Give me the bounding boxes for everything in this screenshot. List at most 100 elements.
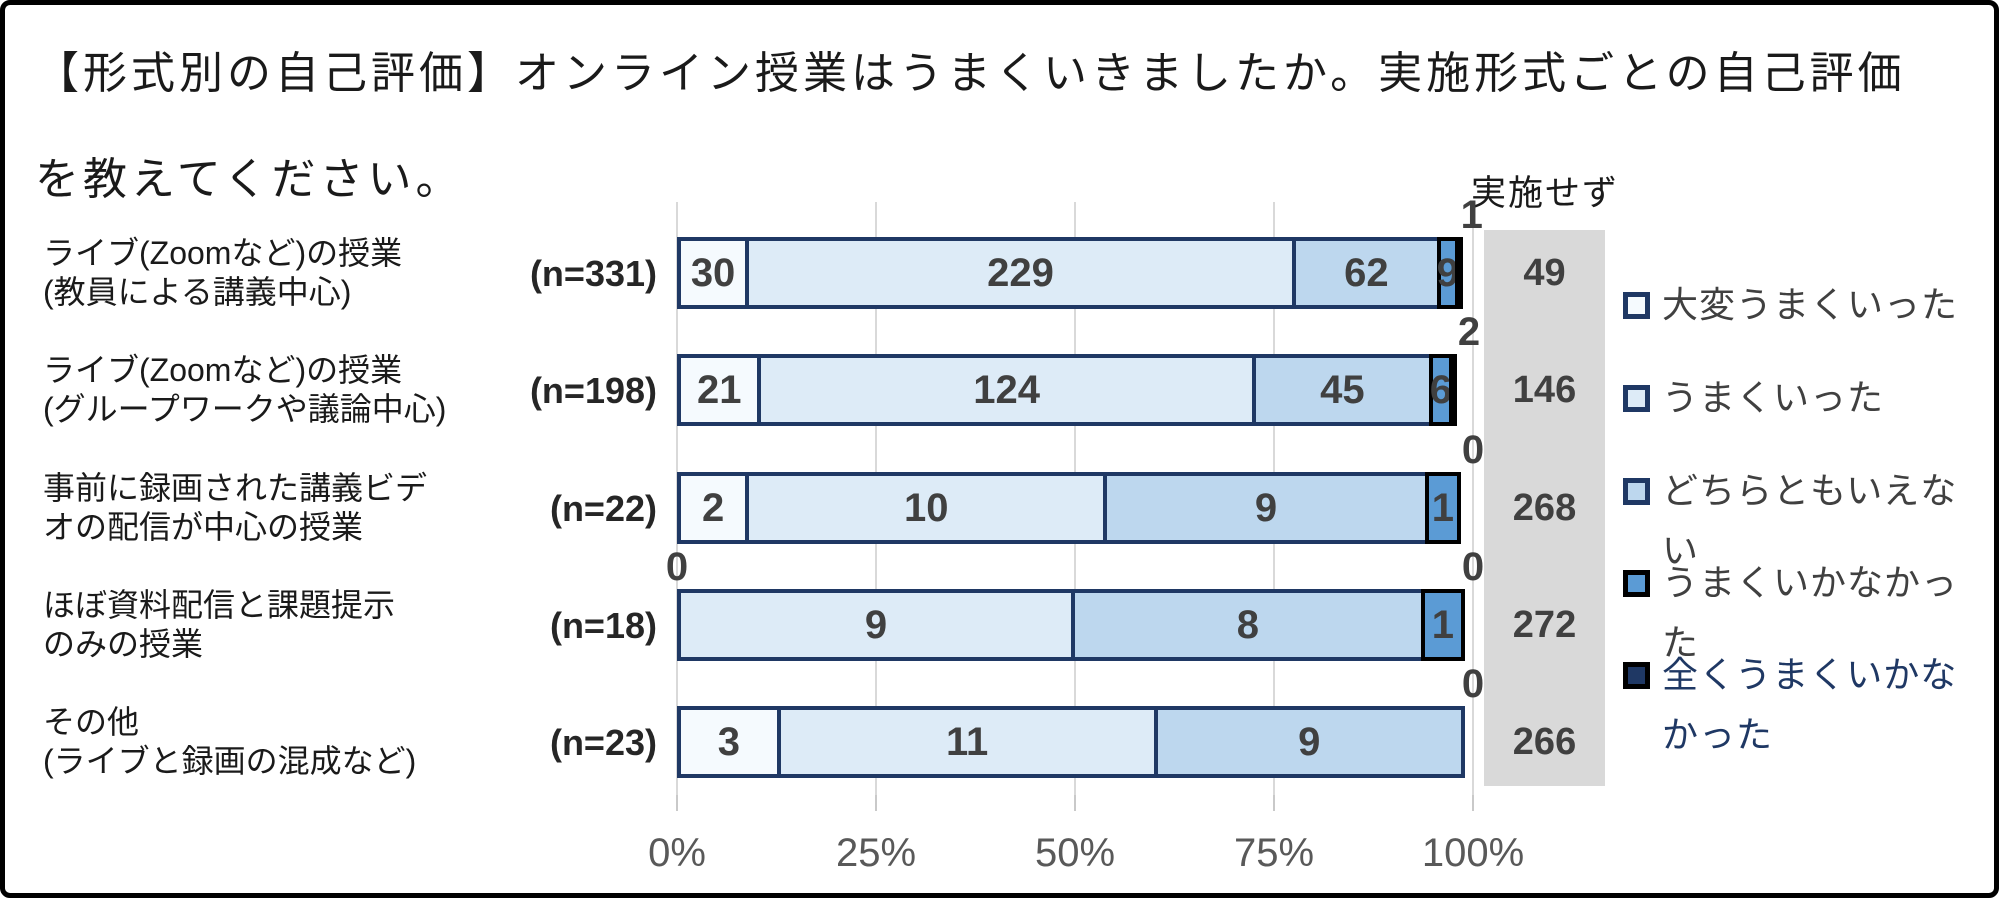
category-label-line: (グループワークや議論中心) — [43, 391, 447, 427]
not-conducted-value: 49 — [1523, 251, 1566, 294]
segment-value-label: 8 — [1236, 603, 1259, 647]
chart-title: 【形式別の自己評価】オンライン授業はうまくいきましたか。実施形式ごとの自己評価 … — [35, 21, 1980, 233]
bar-segment: 21 — [677, 354, 762, 426]
not-conducted-value: 146 — [1512, 368, 1577, 411]
segment-value-label-above: 0 — [1461, 662, 1485, 706]
bar-segment: 9 — [1153, 706, 1465, 778]
segment-value-label: 9 — [864, 603, 888, 647]
not-conducted-value: 268 — [1512, 486, 1577, 529]
bar-segment: 30 — [677, 237, 750, 309]
segment-value-label: 9 — [1254, 486, 1278, 530]
bar-segment: 9 — [677, 589, 1075, 661]
n-label: (n=18) — [549, 605, 657, 646]
bar-segment: 6 — [1428, 354, 1453, 426]
bar-segment: 1 — [1424, 472, 1461, 544]
axis-tick — [875, 795, 877, 811]
category-label-line: (ライブと録画の混成など) — [43, 743, 417, 779]
segment-value-label: 1 — [1431, 486, 1454, 530]
bar-segment: 3 — [677, 706, 781, 778]
category-label: その他 (ライブと録画の混成など) — [43, 703, 473, 781]
n-label: (n=23) — [549, 722, 657, 763]
bar-segment: 10 — [745, 472, 1108, 544]
segment-value-label-above: 0 — [1461, 428, 1485, 472]
segment-value-label: 124 — [973, 368, 1041, 412]
legend-swatch-icon — [1623, 662, 1650, 689]
category-label-line: ライブ(Zoomなど)の授業 — [43, 352, 403, 388]
segment-value-label: 30 — [690, 251, 736, 295]
bar-segment: 9 — [1103, 472, 1429, 544]
not-conducted-header: 実施せず — [1470, 174, 1619, 213]
bar-segment: 11 — [776, 706, 1158, 778]
legend-label: 全くうまくいかなかった — [1662, 654, 1958, 755]
x-tick-label: 75% — [1233, 831, 1315, 875]
category-label: ライブ(Zoomなど)の授業 (グループワークや議論中心) — [43, 351, 473, 429]
not-conducted-value: 266 — [1512, 720, 1577, 763]
legend-swatch-icon — [1623, 478, 1650, 505]
legend-swatch-icon — [1623, 570, 1650, 597]
category-label: ほぼ資料配信と課題提示 のみの授業 — [43, 586, 473, 664]
bar-segment: 62 — [1291, 237, 1441, 309]
bar-segment: 45 — [1251, 354, 1433, 426]
segment-value-label-above: 0 — [665, 545, 689, 589]
category-label-line: ほぼ資料配信と課題提示 — [43, 587, 396, 623]
chart-title-line1: 【形式別の自己評価】オンライン授業はうまくいきましたか。実施形式ごとの自己評価 — [35, 49, 1906, 98]
segment-value-label: 45 — [1320, 368, 1365, 412]
category-label-line: (教員による講義中心) — [43, 274, 352, 310]
segment-value-label: 229 — [987, 251, 1054, 295]
bar-segment: 124 — [757, 354, 1256, 426]
legend-item: 大変うまくいった — [1623, 275, 1982, 335]
legend-item: 全くうまくいかなかった — [1623, 645, 1982, 765]
segment-value-label: 9 — [1298, 720, 1321, 764]
n-label: (n=331) — [529, 253, 657, 294]
gridline — [1472, 202, 1474, 795]
x-tick-label: 100% — [1421, 831, 1525, 875]
bar-segment: 2 — [677, 472, 750, 544]
bar-row: 21 124 45 6 2 — [677, 312, 1480, 426]
segment-value-label: 6 — [1429, 368, 1453, 412]
segment-value-label: 9 — [1436, 251, 1459, 295]
axis-tick — [1074, 795, 1076, 811]
category-label-line: 事前に録画された講義ビデ — [43, 470, 428, 506]
not-conducted-value: 272 — [1512, 603, 1577, 646]
bar-segment: 229 — [745, 237, 1296, 309]
x-tick-label: 50% — [1034, 831, 1116, 875]
bar-segment: 9 — [1437, 237, 1459, 309]
axis-tick — [1273, 795, 1275, 811]
not-conducted-column — [1484, 230, 1605, 786]
segment-value-label-above: 2 — [1457, 310, 1481, 354]
bar-row: 30 229 62 9 1 — [677, 195, 1483, 309]
category-label: ライブ(Zoomなど)の授業 (教員による講義中心) — [43, 234, 473, 312]
n-label: (n=22) — [549, 488, 657, 529]
bar-segment — [1454, 237, 1463, 309]
segment-value-label: 62 — [1344, 251, 1389, 295]
segment-value-label: 11 — [946, 720, 989, 764]
legend-item: うまくいった — [1623, 368, 1982, 428]
segment-value-label: 2 — [702, 486, 725, 530]
bar-segment — [1448, 354, 1457, 426]
legend-label: うまくいかなかった — [1662, 562, 1959, 663]
segment-value-label: 21 — [696, 368, 742, 412]
segment-value-label-above: 1 — [1460, 193, 1483, 237]
bar-segment: 1 — [1420, 589, 1465, 661]
bar-row: 2 10 9 1 0 — [677, 430, 1484, 544]
segment-value-label: 1 — [1431, 603, 1454, 647]
category-label-line: ライブ(Zoomなど)の授業 — [43, 235, 403, 271]
axis-tick — [1472, 795, 1474, 811]
legend-swatch-icon — [1623, 292, 1650, 319]
legend-swatch-icon — [1623, 385, 1650, 412]
segment-value-label-above: 0 — [1461, 545, 1485, 589]
category-label: 事前に録画された講義ビデ オの配信が中心の授業 — [43, 469, 473, 547]
axis-tick — [676, 795, 678, 811]
category-label-line: のみの授業 — [43, 626, 204, 662]
legend-item: うまくいかなかった — [1623, 553, 1982, 673]
legend-label: うまくいった — [1662, 377, 1885, 418]
category-label-line: その他 — [43, 704, 140, 740]
bar-segment: 8 — [1071, 589, 1425, 661]
x-tick-label: 0% — [648, 831, 706, 875]
legend-label: どちらともいえない — [1662, 470, 1958, 571]
legend-label: 大変うまくいった — [1662, 284, 1959, 325]
segment-value-label: 3 — [717, 720, 741, 764]
x-tick-label: 25% — [835, 831, 917, 875]
